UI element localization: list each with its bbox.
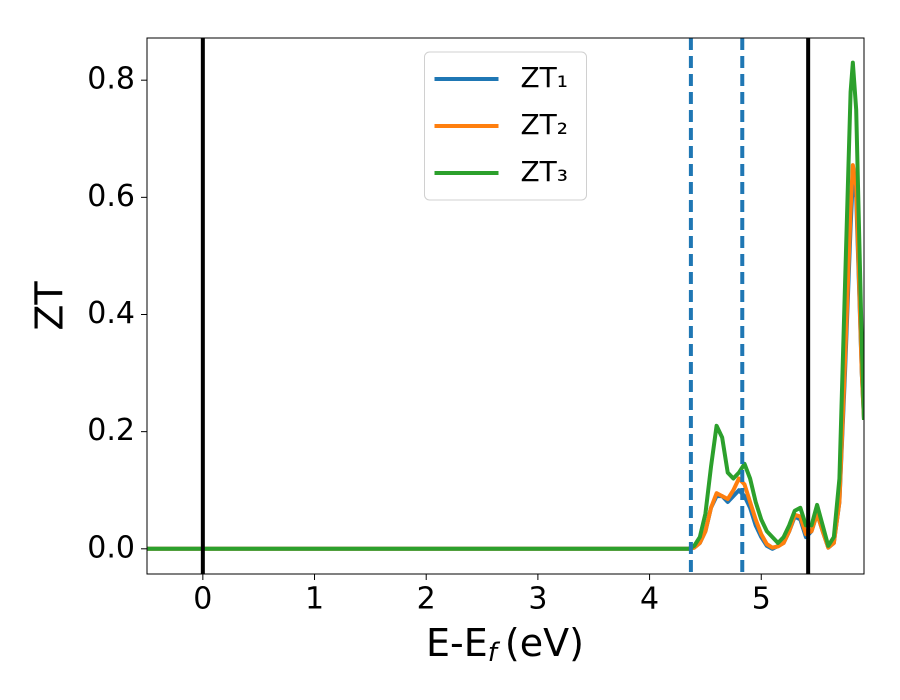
series-line xyxy=(147,163,864,551)
series-line xyxy=(147,60,864,551)
legend-label: ZT₂ xyxy=(521,108,569,141)
series-line xyxy=(147,177,864,551)
x-label-main: E-E xyxy=(426,621,488,665)
x-label-sub: f xyxy=(488,638,501,668)
y-tick-label: 0.0 xyxy=(87,530,135,565)
x-tick-label: 3 xyxy=(528,582,547,617)
x-tick-label: 0 xyxy=(193,582,212,617)
y-tick-label: 0.2 xyxy=(87,413,135,448)
y-tick-label: 0.8 xyxy=(87,62,135,97)
x-tick-label: 1 xyxy=(305,582,324,617)
y-tick-label: 0.6 xyxy=(87,179,135,214)
plot xyxy=(147,60,864,551)
legend-label: ZT₃ xyxy=(521,155,569,188)
x-label-unit: (eV) xyxy=(505,621,584,665)
x-tick-label: 2 xyxy=(417,582,436,617)
x-tick-label: 5 xyxy=(752,582,771,617)
y-tick-label: 0.4 xyxy=(87,296,135,331)
legend-label: ZT₁ xyxy=(521,61,569,94)
axes-frame xyxy=(146,37,865,575)
y-axis-label: ZT xyxy=(28,281,72,331)
legend-box xyxy=(424,51,587,201)
x-tick-label: 4 xyxy=(640,582,659,617)
x-axis-label: E-Ef (eV) xyxy=(426,621,584,668)
